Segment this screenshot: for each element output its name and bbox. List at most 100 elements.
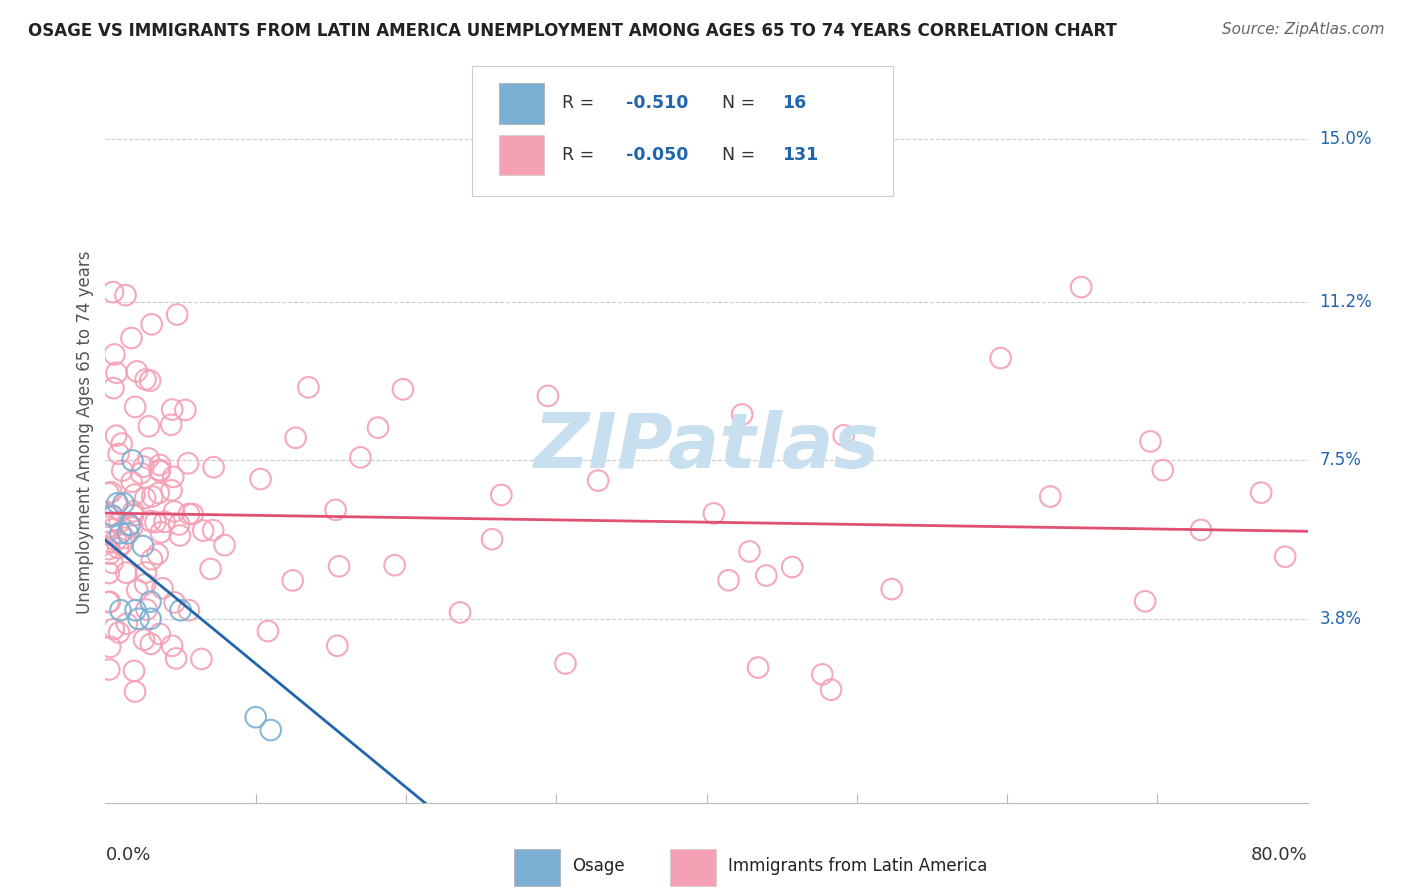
Point	[104, 533, 127, 548]
Point	[141, 552, 163, 566]
Point	[117, 526, 139, 541]
Point	[260, 723, 283, 737]
Point	[202, 523, 225, 537]
Point	[139, 374, 162, 388]
Point	[586, 474, 609, 488]
FancyBboxPatch shape	[499, 83, 544, 123]
Point	[134, 491, 156, 505]
Point	[249, 472, 271, 486]
Point	[160, 483, 183, 498]
Point	[128, 612, 150, 626]
Point	[138, 451, 160, 466]
Point	[97, 486, 120, 500]
Point	[121, 475, 143, 489]
Point	[165, 651, 187, 665]
Point	[1250, 485, 1272, 500]
Point	[125, 364, 148, 378]
Point	[325, 503, 347, 517]
Point	[98, 534, 121, 549]
Point	[97, 509, 120, 524]
Point	[103, 381, 125, 395]
Point	[135, 566, 157, 580]
Point	[118, 517, 141, 532]
FancyBboxPatch shape	[499, 135, 544, 176]
Point	[146, 547, 169, 561]
Point	[114, 288, 136, 302]
Point	[152, 582, 174, 596]
Point	[166, 308, 188, 322]
Point	[181, 507, 204, 521]
Point	[160, 402, 183, 417]
Point	[122, 664, 145, 678]
Point	[141, 490, 163, 504]
Text: Osage: Osage	[572, 856, 624, 875]
Point	[163, 595, 186, 609]
Point	[148, 486, 170, 500]
Point	[160, 417, 183, 432]
Point	[349, 450, 371, 465]
Point	[124, 400, 146, 414]
Point	[124, 684, 146, 698]
Point	[112, 496, 135, 510]
Point	[108, 516, 131, 530]
Point	[129, 467, 152, 481]
Point	[149, 458, 172, 472]
Point	[811, 667, 834, 681]
Text: N =: N =	[723, 146, 761, 164]
Point	[139, 595, 162, 609]
Text: 3.8%: 3.8%	[1320, 610, 1361, 628]
Text: 16: 16	[782, 95, 807, 112]
Point	[202, 460, 225, 475]
Point	[149, 464, 172, 478]
Point	[149, 627, 172, 641]
Point	[97, 566, 120, 580]
Point	[193, 524, 215, 538]
Point	[141, 318, 163, 332]
Point	[153, 515, 176, 529]
Text: 131: 131	[782, 146, 818, 164]
Point	[326, 639, 349, 653]
Point	[780, 560, 803, 574]
Point	[257, 624, 280, 638]
Point	[122, 504, 145, 518]
Point	[107, 447, 129, 461]
Point	[98, 547, 121, 561]
Point	[97, 519, 120, 533]
Point	[149, 463, 172, 477]
Point	[127, 583, 149, 598]
Point	[537, 389, 560, 403]
Point	[149, 525, 172, 540]
Text: -0.050: -0.050	[626, 146, 689, 164]
Point	[384, 558, 406, 573]
Point	[103, 622, 125, 636]
Point	[100, 522, 122, 536]
Point	[112, 531, 135, 545]
Point	[139, 514, 162, 528]
Point	[190, 652, 212, 666]
Point	[703, 507, 725, 521]
Text: 11.2%: 11.2%	[1320, 293, 1372, 311]
Text: Source: ZipAtlas.com: Source: ZipAtlas.com	[1222, 22, 1385, 37]
Point	[245, 710, 267, 724]
Point	[832, 428, 855, 442]
Point	[139, 612, 162, 626]
Point	[121, 453, 143, 467]
Point	[177, 456, 200, 470]
Point	[103, 347, 125, 361]
Point	[107, 541, 129, 555]
Point	[755, 568, 778, 582]
Point	[100, 508, 122, 522]
Point	[124, 603, 146, 617]
Point	[167, 517, 190, 532]
Point	[98, 663, 121, 677]
Text: Immigrants from Latin America: Immigrants from Latin America	[728, 856, 987, 875]
Point	[1274, 549, 1296, 564]
Point	[120, 331, 142, 345]
Point	[132, 539, 155, 553]
Point	[328, 559, 350, 574]
Point	[367, 420, 389, 434]
Text: N =: N =	[723, 95, 761, 112]
Point	[284, 431, 307, 445]
Point	[747, 660, 769, 674]
Text: R =: R =	[562, 146, 600, 164]
